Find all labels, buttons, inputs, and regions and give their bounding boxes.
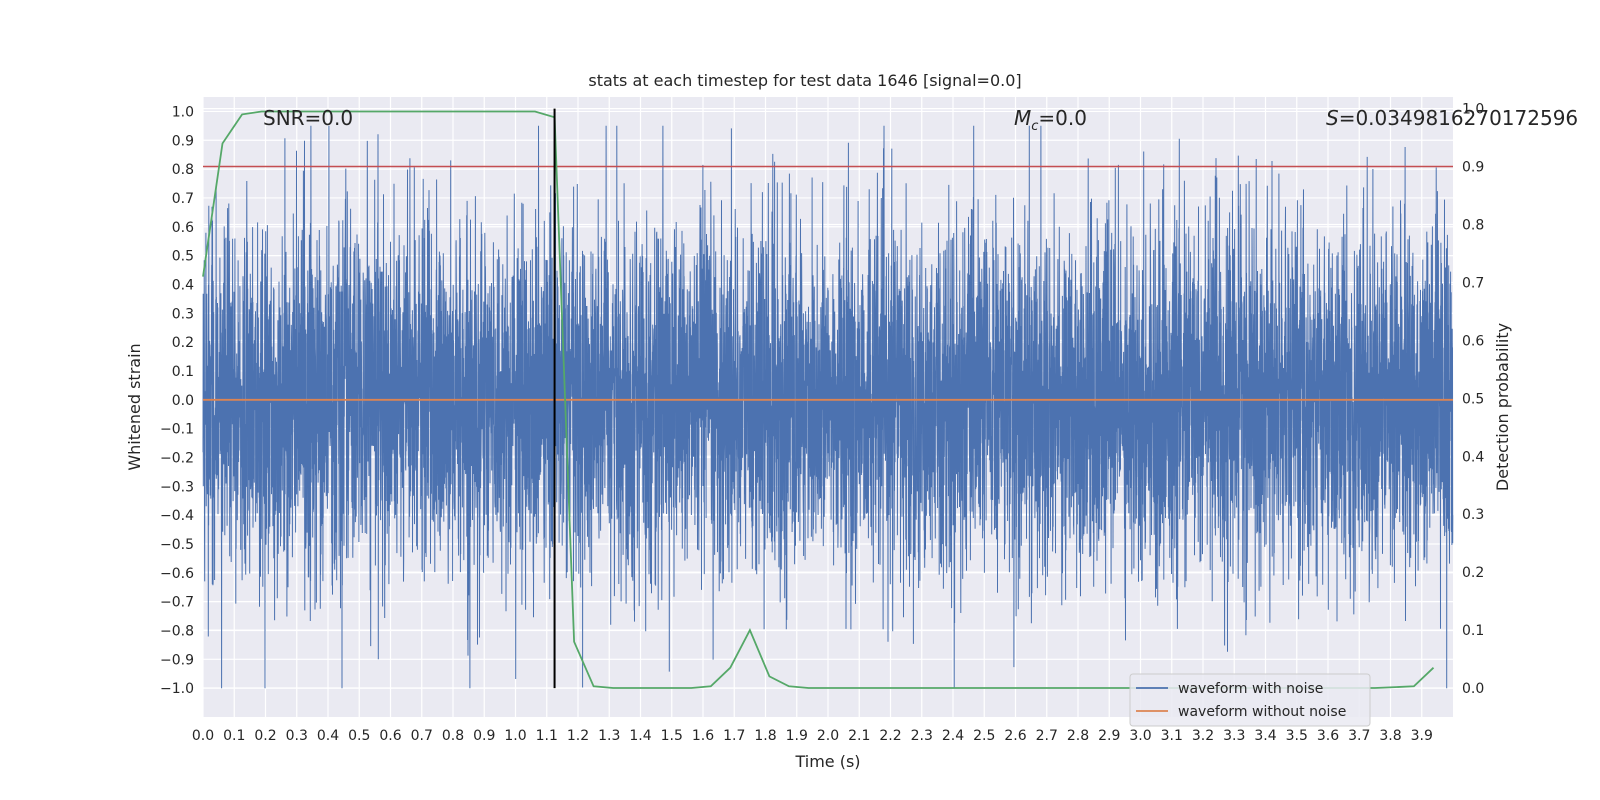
x-tick-label: 0.6 [379, 728, 401, 744]
x-tick-label: 0.9 [473, 728, 495, 744]
x-tick-label: 3.1 [1161, 728, 1183, 744]
x-tick-label: 1.3 [598, 728, 620, 744]
y-tick-label: 0.8 [172, 162, 194, 178]
y2-tick-label: 0.5 [1462, 391, 1484, 407]
y-tick-label: 0.2 [172, 335, 194, 351]
y-tick-label: 0.4 [172, 277, 194, 293]
x-tick-label: 3.2 [1192, 728, 1214, 744]
x-tick-label: 0.2 [254, 728, 276, 744]
x-tick-label: 1.9 [786, 728, 808, 744]
y2-tick-label: 1.0 [1462, 102, 1484, 118]
x-tick-label: 2.1 [848, 728, 870, 744]
x-tick-label: 0.5 [348, 728, 370, 744]
x-tick-label: 0.0 [192, 728, 214, 744]
x-tick-label: 2.0 [817, 728, 839, 744]
s-value: =0.0349816270172596 [1339, 106, 1578, 130]
x-tick-label: 2.7 [1036, 728, 1058, 744]
x-tick-label: 3.9 [1411, 728, 1433, 744]
x-tick-label: 3.3 [1223, 728, 1245, 744]
x-tick-label: 3.6 [1317, 728, 1339, 744]
legend-box [1129, 673, 1371, 727]
x-tick-label: 0.1 [223, 728, 245, 744]
y-tick-label: 0.1 [172, 364, 194, 380]
x-tick-label: 2.4 [942, 728, 964, 744]
x-tick-label: 3.4 [1254, 728, 1276, 744]
x-tick-label: 3.5 [1286, 728, 1308, 744]
x-tick-label: 1.1 [536, 728, 558, 744]
y-axis: 1.0 0.9 0.8 0.7 0.6 0.5 0.4 0.3 0.2 0.1 0.0 −0.1 −0.… [160, 104, 194, 697]
mc-subscript: c [1031, 119, 1038, 134]
x-tick-label: 1.5 [661, 728, 683, 744]
x-tick-label: 0.8 [442, 728, 464, 744]
y-tick-label: 0.6 [172, 220, 194, 236]
chart-title: stats at each timestep for test data 164… [588, 71, 1021, 90]
y-tick-label: 1.0 [172, 104, 194, 120]
y2-axis: 0.0 0.1 0.2 0.3 0.4 0.5 0.6 0.7 0.8 0.9 1.0 [1462, 102, 1484, 697]
x-axis-label: Time (s) [794, 752, 860, 771]
y-tick-label: −0.3 [160, 479, 194, 495]
noise-waveform-path [202, 125, 1454, 689]
x-tick-label: 0.7 [411, 728, 433, 744]
x-tick-label: 2.5 [973, 728, 995, 744]
y-tick-label: 0.3 [172, 306, 194, 322]
x-tick-label: 2.9 [1098, 728, 1120, 744]
x-tick-label: 2.2 [879, 728, 901, 744]
x-tick-label: 2.3 [911, 728, 933, 744]
y-tick-label: 0.7 [172, 191, 194, 207]
y-tick-label: −0.6 [160, 566, 194, 582]
y-tick-label: −0.9 [160, 652, 194, 668]
y2-tick-label: 0.1 [1462, 623, 1484, 639]
y2-axis-label: Detection probability [1493, 323, 1512, 491]
y2-tick-label: 0.9 [1462, 160, 1484, 176]
x-tick-label: 1.2 [567, 728, 589, 744]
x-axis: 0.0 0.1 0.2 0.3 0.4 0.5 0.6 0.7 0.8 0.9 1.0 1.1 1.2 1… [192, 728, 1433, 744]
x-tick-label: 1.4 [629, 728, 651, 744]
y-tick-label: −0.4 [160, 508, 194, 524]
x-tick-label: 2.8 [1067, 728, 1089, 744]
y2-tick-label: 0.6 [1462, 333, 1484, 349]
x-tick-label: 3.0 [1129, 728, 1151, 744]
snr-annotation: SNR=0.0 [263, 106, 353, 130]
y2-tick-label: 0.2 [1462, 565, 1484, 581]
y-tick-label: −0.5 [160, 537, 194, 553]
y-tick-label: −0.7 [160, 595, 194, 611]
x-tick-label: 3.7 [1348, 728, 1370, 744]
legend-label-waveform-without-noise: waveform without noise [1178, 704, 1346, 720]
s-annotation: S=0.0349816270172596 [1326, 106, 1578, 130]
x-tick-label: 0.4 [317, 728, 339, 744]
mc-annotation: Mc=0.0 [1014, 106, 1087, 134]
y-tick-label: −0.8 [160, 623, 194, 639]
x-tick-label: 1.8 [754, 728, 776, 744]
x-tick-label: 1.6 [692, 728, 714, 744]
x-tick-label: 1.7 [723, 728, 745, 744]
y-tick-label: 0.5 [172, 249, 194, 265]
legend: waveform with noise waveform without noi… [1129, 673, 1371, 727]
y-tick-label: 0.0 [172, 393, 194, 409]
y-tick-label: −0.1 [160, 422, 194, 438]
x-tick-label: 3.8 [1379, 728, 1401, 744]
y2-tick-label: 0.8 [1462, 217, 1484, 233]
series-detection-probability [202, 110, 1435, 689]
y-tick-label: −0.2 [160, 450, 194, 466]
y2-tick-label: 0.7 [1462, 275, 1484, 291]
mc-value: =0.0 [1038, 106, 1087, 130]
s-symbol: S [1326, 106, 1339, 130]
y-tick-label: 0.9 [172, 133, 194, 149]
x-tick-label: 2.6 [1004, 728, 1026, 744]
x-tick-label: 0.3 [286, 728, 308, 744]
series-waveform-with-noise [202, 125, 1454, 689]
legend-label-waveform-with-noise: waveform with noise [1178, 681, 1323, 697]
mc-symbol: M [1014, 106, 1031, 130]
y-tick-label: −1.0 [160, 681, 194, 697]
y2-tick-label: 0.0 [1462, 681, 1484, 697]
y-axis-label: Whitened strain [125, 343, 144, 470]
x-tick-label: 1.0 [504, 728, 526, 744]
y2-tick-label: 0.3 [1462, 507, 1484, 523]
y2-tick-label: 0.4 [1462, 449, 1484, 465]
